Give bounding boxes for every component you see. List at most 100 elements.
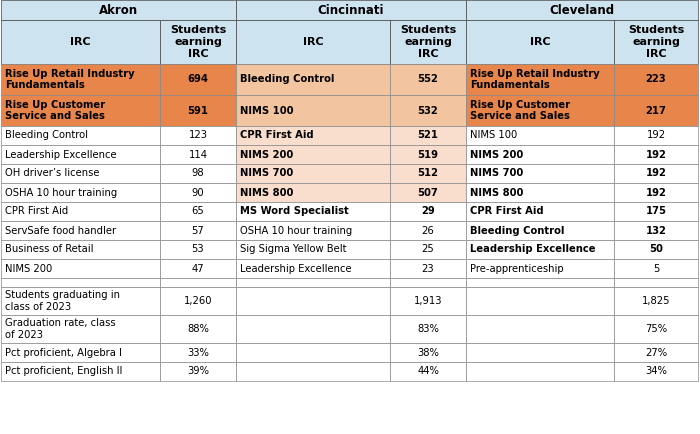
- Text: 552: 552: [418, 75, 438, 85]
- Text: 50: 50: [649, 244, 663, 254]
- Bar: [160, 240, 236, 259]
- Text: 1,913: 1,913: [414, 296, 442, 306]
- Text: 38%: 38%: [417, 348, 439, 358]
- Bar: [466, 126, 614, 145]
- Bar: [236, 183, 390, 202]
- Bar: [236, 259, 390, 278]
- Text: Bleeding Control: Bleeding Control: [470, 226, 564, 236]
- Text: 694: 694: [188, 75, 209, 85]
- Bar: [390, 202, 466, 221]
- Bar: [236, 287, 390, 315]
- Text: Rise Up Customer
Service and Sales: Rise Up Customer Service and Sales: [470, 100, 570, 121]
- Bar: [160, 164, 236, 183]
- Text: 44%: 44%: [417, 366, 439, 377]
- Text: 25: 25: [421, 244, 435, 254]
- Bar: [1, 183, 160, 202]
- Text: IRC: IRC: [70, 37, 91, 47]
- Bar: [466, 64, 614, 95]
- Bar: [160, 64, 236, 95]
- Bar: [1, 240, 160, 259]
- Text: NIMS 700: NIMS 700: [240, 168, 293, 178]
- Text: 83%: 83%: [417, 324, 439, 334]
- Text: 512: 512: [417, 168, 438, 178]
- Bar: [1, 164, 160, 183]
- Text: 88%: 88%: [187, 324, 209, 334]
- Text: Pct proficient, English II: Pct proficient, English II: [5, 366, 122, 377]
- Bar: [160, 202, 236, 221]
- Text: 114: 114: [188, 149, 207, 160]
- Text: CPR First Aid: CPR First Aid: [5, 207, 69, 217]
- Text: OSHA 10 hour training: OSHA 10 hour training: [5, 187, 118, 197]
- Text: Cleveland: Cleveland: [550, 3, 615, 16]
- Bar: [614, 278, 698, 287]
- Bar: [466, 95, 614, 126]
- Text: Leadership Excellence: Leadership Excellence: [470, 244, 596, 254]
- Bar: [390, 287, 466, 315]
- Text: NIMS 800: NIMS 800: [470, 187, 524, 197]
- Bar: [466, 164, 614, 183]
- Text: 39%: 39%: [187, 366, 209, 377]
- Text: Rise Up Customer
Service and Sales: Rise Up Customer Service and Sales: [5, 100, 105, 121]
- Bar: [614, 145, 698, 164]
- Bar: [466, 287, 614, 315]
- Bar: [614, 315, 698, 343]
- Text: 192: 192: [645, 168, 666, 178]
- Bar: [236, 278, 390, 287]
- Bar: [466, 145, 614, 164]
- Bar: [1, 126, 160, 145]
- Bar: [390, 20, 466, 64]
- Text: Akron: Akron: [99, 3, 138, 16]
- Bar: [160, 287, 236, 315]
- Text: CPR First Aid: CPR First Aid: [240, 131, 314, 141]
- Bar: [1, 64, 160, 95]
- Bar: [614, 202, 698, 221]
- Text: Business of Retail: Business of Retail: [5, 244, 94, 254]
- Text: 29: 29: [421, 207, 435, 217]
- Text: 23: 23: [421, 263, 434, 273]
- Bar: [390, 259, 466, 278]
- Text: Students
earning
IRC: Students earning IRC: [628, 26, 684, 59]
- Bar: [236, 164, 390, 183]
- Text: 27%: 27%: [645, 348, 667, 358]
- Bar: [236, 362, 390, 381]
- Bar: [236, 221, 390, 240]
- Text: ServSafe food handler: ServSafe food handler: [5, 226, 116, 236]
- Text: 217: 217: [645, 105, 666, 115]
- Text: IRC: IRC: [302, 37, 323, 47]
- Bar: [466, 343, 614, 362]
- Text: NIMS 100: NIMS 100: [470, 131, 517, 141]
- Text: 33%: 33%: [187, 348, 209, 358]
- Bar: [466, 202, 614, 221]
- Bar: [390, 315, 466, 343]
- Bar: [1, 343, 160, 362]
- Bar: [390, 343, 466, 362]
- Text: 57: 57: [192, 226, 204, 236]
- Text: CPR First Aid: CPR First Aid: [470, 207, 544, 217]
- Bar: [236, 126, 390, 145]
- Bar: [236, 145, 390, 164]
- Bar: [390, 95, 466, 126]
- Bar: [236, 64, 390, 95]
- Text: 175: 175: [645, 207, 666, 217]
- Text: Leadership Excellence: Leadership Excellence: [240, 263, 351, 273]
- Text: Bleeding Control: Bleeding Control: [240, 75, 335, 85]
- Text: 34%: 34%: [645, 366, 667, 377]
- Text: OH driver’s license: OH driver’s license: [5, 168, 99, 178]
- Bar: [160, 126, 236, 145]
- Text: 90: 90: [192, 187, 204, 197]
- Bar: [1, 278, 160, 287]
- Text: 1,260: 1,260: [183, 296, 212, 306]
- Text: 98: 98: [192, 168, 204, 178]
- Bar: [466, 362, 614, 381]
- Text: NIMS 100: NIMS 100: [240, 105, 293, 115]
- Bar: [160, 20, 236, 64]
- Bar: [236, 0, 466, 20]
- Text: Leadership Excellence: Leadership Excellence: [5, 149, 117, 160]
- Text: 507: 507: [418, 187, 438, 197]
- Bar: [466, 278, 614, 287]
- Bar: [390, 145, 466, 164]
- Text: 75%: 75%: [645, 324, 667, 334]
- Text: 47: 47: [192, 263, 204, 273]
- Bar: [160, 362, 236, 381]
- Bar: [236, 240, 390, 259]
